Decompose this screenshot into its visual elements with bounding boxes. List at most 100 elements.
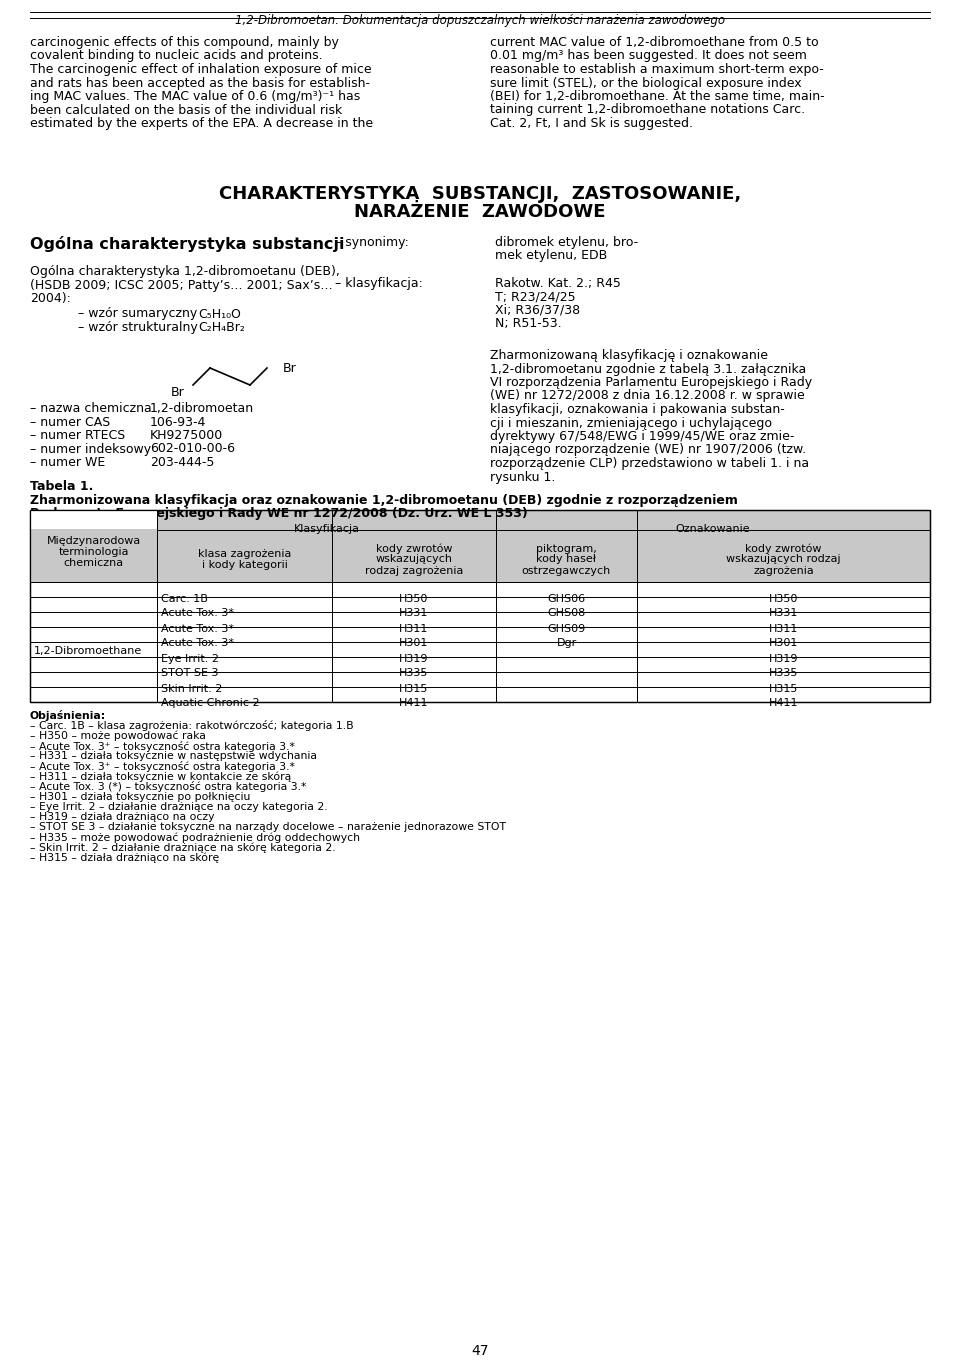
Text: – numer CAS: – numer CAS [30, 416, 110, 428]
Text: Parlamentu Europejskiego i Rady WE nr 1272/2008 (Dz. Urz. WE L 353): Parlamentu Europejskiego i Rady WE nr 12… [30, 507, 528, 520]
Text: wskazujących: wskazujących [375, 555, 452, 565]
Text: H315: H315 [769, 683, 798, 693]
Text: – Skin Irrit. 2 – działanie drażniące na skórę kategoria 2.: – Skin Irrit. 2 – działanie drażniące na… [30, 843, 336, 852]
Text: sure limit (STEL), or the biological exposure index: sure limit (STEL), or the biological exp… [490, 76, 802, 90]
Text: C₅H₁₀O: C₅H₁₀O [198, 307, 241, 321]
Text: ostrzegawczych: ostrzegawczych [522, 566, 612, 576]
Text: Eye Irrit. 2: Eye Irrit. 2 [161, 653, 219, 663]
Text: carcinogenic effects of this compound, mainly by: carcinogenic effects of this compound, m… [30, 35, 339, 49]
Text: klasyfikacji, oznakowania i pakowania substan-: klasyfikacji, oznakowania i pakowania su… [490, 402, 784, 416]
Text: 1,2-Dibromoetan. Dokumentacja dopuszczalnych wielkości narażenia zawodowego: 1,2-Dibromoetan. Dokumentacja dopuszczal… [235, 14, 725, 27]
Text: 47: 47 [471, 1344, 489, 1359]
Text: 1,2-dibromoetan: 1,2-dibromoetan [150, 402, 254, 415]
Text: H301: H301 [399, 638, 429, 648]
Text: kody zwrotów: kody zwrotów [375, 543, 452, 554]
Text: 1,2-dibromoetanu zgodnie z tabelą 3.1. załącznika: 1,2-dibromoetanu zgodnie z tabelą 3.1. z… [490, 363, 806, 375]
Text: current MAC value of 1,2-dibromoethane from 0.5 to: current MAC value of 1,2-dibromoethane f… [490, 35, 819, 49]
Text: (HSDB 2009; ICSC 2005; Patty’s… 2001; Sax’s…: (HSDB 2009; ICSC 2005; Patty’s… 2001; Sa… [30, 278, 333, 292]
Text: rozporządzenie CLP) przedstawiono w tabeli 1. i na: rozporządzenie CLP) przedstawiono w tabe… [490, 457, 809, 471]
Text: Dgr: Dgr [557, 638, 577, 648]
Text: reasonable to establish a maximum short-term expo-: reasonable to establish a maximum short-… [490, 63, 824, 76]
Text: GHS09: GHS09 [547, 623, 586, 633]
Text: Ogólna charakterystyka 1,2-dibromoetanu (DEB),: Ogólna charakterystyka 1,2-dibromoetanu … [30, 265, 340, 278]
Text: Zharmonizowaną klasyfikację i oznakowanie: Zharmonizowaną klasyfikację i oznakowani… [490, 349, 768, 361]
Text: H301: H301 [769, 638, 798, 648]
Text: – Eye Irrit. 2 – działanie drażniące na oczy kategoria 2.: – Eye Irrit. 2 – działanie drażniące na … [30, 802, 327, 812]
Text: N; R51-53.: N; R51-53. [495, 316, 562, 330]
Text: – numer RTECS: – numer RTECS [30, 430, 125, 442]
Text: STOT SE 3: STOT SE 3 [161, 668, 219, 678]
Text: Cat. 2, Ft, I and Sk is suggested.: Cat. 2, Ft, I and Sk is suggested. [490, 117, 693, 130]
Text: 203-444-5: 203-444-5 [150, 456, 214, 469]
Text: Rakotw. Kat. 2.; R45: Rakotw. Kat. 2.; R45 [495, 277, 621, 289]
Text: Tabela 1.: Tabela 1. [30, 480, 93, 492]
Text: – H315 – działa drażniąco na skórę: – H315 – działa drażniąco na skórę [30, 852, 219, 863]
Text: H315: H315 [399, 683, 429, 693]
Text: – H350 – może powodować raka: – H350 – może powodować raka [30, 730, 205, 741]
Text: – klasyfikacja:: – klasyfikacja: [335, 277, 422, 289]
Text: rodzaj zagrożenia: rodzaj zagrożenia [365, 566, 463, 576]
Text: KH9275000: KH9275000 [150, 430, 224, 442]
Text: – H319 – działa drażniąco na oczy: – H319 – działa drażniąco na oczy [30, 812, 214, 822]
Text: H311: H311 [399, 623, 429, 633]
Text: H335: H335 [399, 668, 429, 678]
Text: H311: H311 [769, 623, 798, 633]
Text: H331: H331 [399, 608, 429, 618]
Text: The carcinogenic effect of inhalation exposure of mice: The carcinogenic effect of inhalation ex… [30, 63, 372, 76]
Text: and rats has been accepted as the basis for establish-: and rats has been accepted as the basis … [30, 76, 370, 90]
Bar [30, 510, 157, 582]
Text: Aquatic Chronic 2: Aquatic Chronic 2 [161, 698, 259, 708]
Text: 106-93-4: 106-93-4 [150, 416, 206, 428]
Text: Acute Tox. 3*: Acute Tox. 3* [161, 608, 234, 618]
Text: kody haseł: kody haseł [537, 555, 596, 565]
Text: C₂H₄Br₂: C₂H₄Br₂ [198, 321, 245, 334]
Text: dyrektywy 67/548/EWG i 1999/45/WE oraz zmie-: dyrektywy 67/548/EWG i 1999/45/WE oraz z… [490, 430, 794, 443]
Text: terminologia: terminologia [59, 547, 129, 557]
Text: Skin Irrit. 2: Skin Irrit. 2 [161, 683, 223, 693]
Text: GHS08: GHS08 [547, 608, 586, 618]
Text: estimated by the experts of the EPA. A decrease in the: estimated by the experts of the EPA. A d… [30, 117, 373, 130]
Text: H411: H411 [769, 698, 799, 708]
Bar [30, 510, 930, 531]
Text: T; R23/24/25: T; R23/24/25 [495, 291, 576, 303]
Text: 0.01 mg/m³ has been suggested. It does not seem: 0.01 mg/m³ has been suggested. It does n… [490, 49, 806, 63]
Text: Objaśnienia:: Objaśnienia: [30, 711, 107, 722]
Text: NARAŻENIE  ZAWODOWE: NARAŻENIE ZAWODOWE [354, 203, 606, 221]
Text: 602-010-00-6: 602-010-00-6 [150, 442, 235, 456]
Text: – H331 – działa toksycznie w następstwie wdychania: – H331 – działa toksycznie w następstwie… [30, 750, 317, 761]
Text: kody zwrotów: kody zwrotów [745, 543, 822, 554]
Text: wskazujących rodzaj: wskazujących rodzaj [726, 555, 841, 565]
Text: H319: H319 [399, 653, 429, 663]
Text: Oznakowanie: Oznakowanie [676, 524, 751, 533]
Text: 1,2-Dibromoethane: 1,2-Dibromoethane [34, 647, 142, 656]
Text: 2004):: 2004): [30, 292, 71, 306]
Text: niającego rozporządzenie (WE) nr 1907/2006 (tzw.: niającego rozporządzenie (WE) nr 1907/20… [490, 443, 806, 457]
Bar [30, 531, 930, 582]
Text: – STOT SE 3 – działanie toksyczne na narządy docelowe – narażenie jednorazowe ST: – STOT SE 3 – działanie toksyczne na nar… [30, 822, 506, 832]
Text: Ogólna charakterystyka substancji: Ogólna charakterystyka substancji [30, 236, 345, 252]
Text: Acute Tox. 3*: Acute Tox. 3* [161, 623, 234, 633]
Text: – Acute Tox. 3⁺ – toksyczność ostra kategoria 3.*: – Acute Tox. 3⁺ – toksyczność ostra kate… [30, 761, 295, 772]
Text: H335: H335 [769, 668, 798, 678]
Text: piktogram,: piktogram, [536, 543, 597, 554]
Text: Międzynarodowa: Międzynarodowa [46, 536, 140, 546]
Text: Zharmonizowana klasyfikacja oraz oznakowanie 1,2-dibromoetanu (DEB) zgodnie z ro: Zharmonizowana klasyfikacja oraz oznakow… [30, 494, 738, 507]
Text: – synonimy:: – synonimy: [335, 236, 409, 250]
Text: dibromek etylenu, bro-: dibromek etylenu, bro- [495, 236, 638, 250]
Bar [31, 510, 157, 529]
Text: – wzór sumaryczny: – wzór sumaryczny [78, 307, 197, 321]
Text: taining current 1,2-dibromoethane notations Carc.: taining current 1,2-dibromoethane notati… [490, 104, 805, 116]
Text: zagrożenia: zagrożenia [754, 566, 814, 576]
Text: VI rozporządzenia Parlamentu Europejskiego i Rady: VI rozporządzenia Parlamentu Europejskie… [490, 376, 812, 389]
Text: (WE) nr 1272/2008 z dnia 16.12.2008 r. w sprawie: (WE) nr 1272/2008 z dnia 16.12.2008 r. w… [490, 390, 804, 402]
Text: H411: H411 [399, 698, 429, 708]
Text: Xi; R36/37/38: Xi; R36/37/38 [495, 304, 580, 316]
Text: (BEI) for 1,2-dibromoethane. At the same time, main-: (BEI) for 1,2-dibromoethane. At the same… [490, 90, 825, 104]
Text: CHARAKTERYSTYKA  SUBSTANCJI,  ZASTOSOWANIE,: CHARAKTERYSTYKA SUBSTANCJI, ZASTOSOWANIE… [219, 186, 741, 203]
Text: ing MAC values. The MAC value of 0.6 (mg/m³)⁻¹ has: ing MAC values. The MAC value of 0.6 (mg… [30, 90, 360, 104]
Text: Br: Br [171, 386, 184, 400]
Text: – H311 – działa toksycznie w kontakcie ze skórą: – H311 – działa toksycznie w kontakcie z… [30, 771, 291, 782]
Text: i kody kategorii: i kody kategorii [202, 561, 287, 570]
Text: – Acute Tox. 3 (*) – toksyczność ostra kategoria 3.*: – Acute Tox. 3 (*) – toksyczność ostra k… [30, 782, 306, 792]
Text: Carc. 1B: Carc. 1B [161, 593, 208, 603]
